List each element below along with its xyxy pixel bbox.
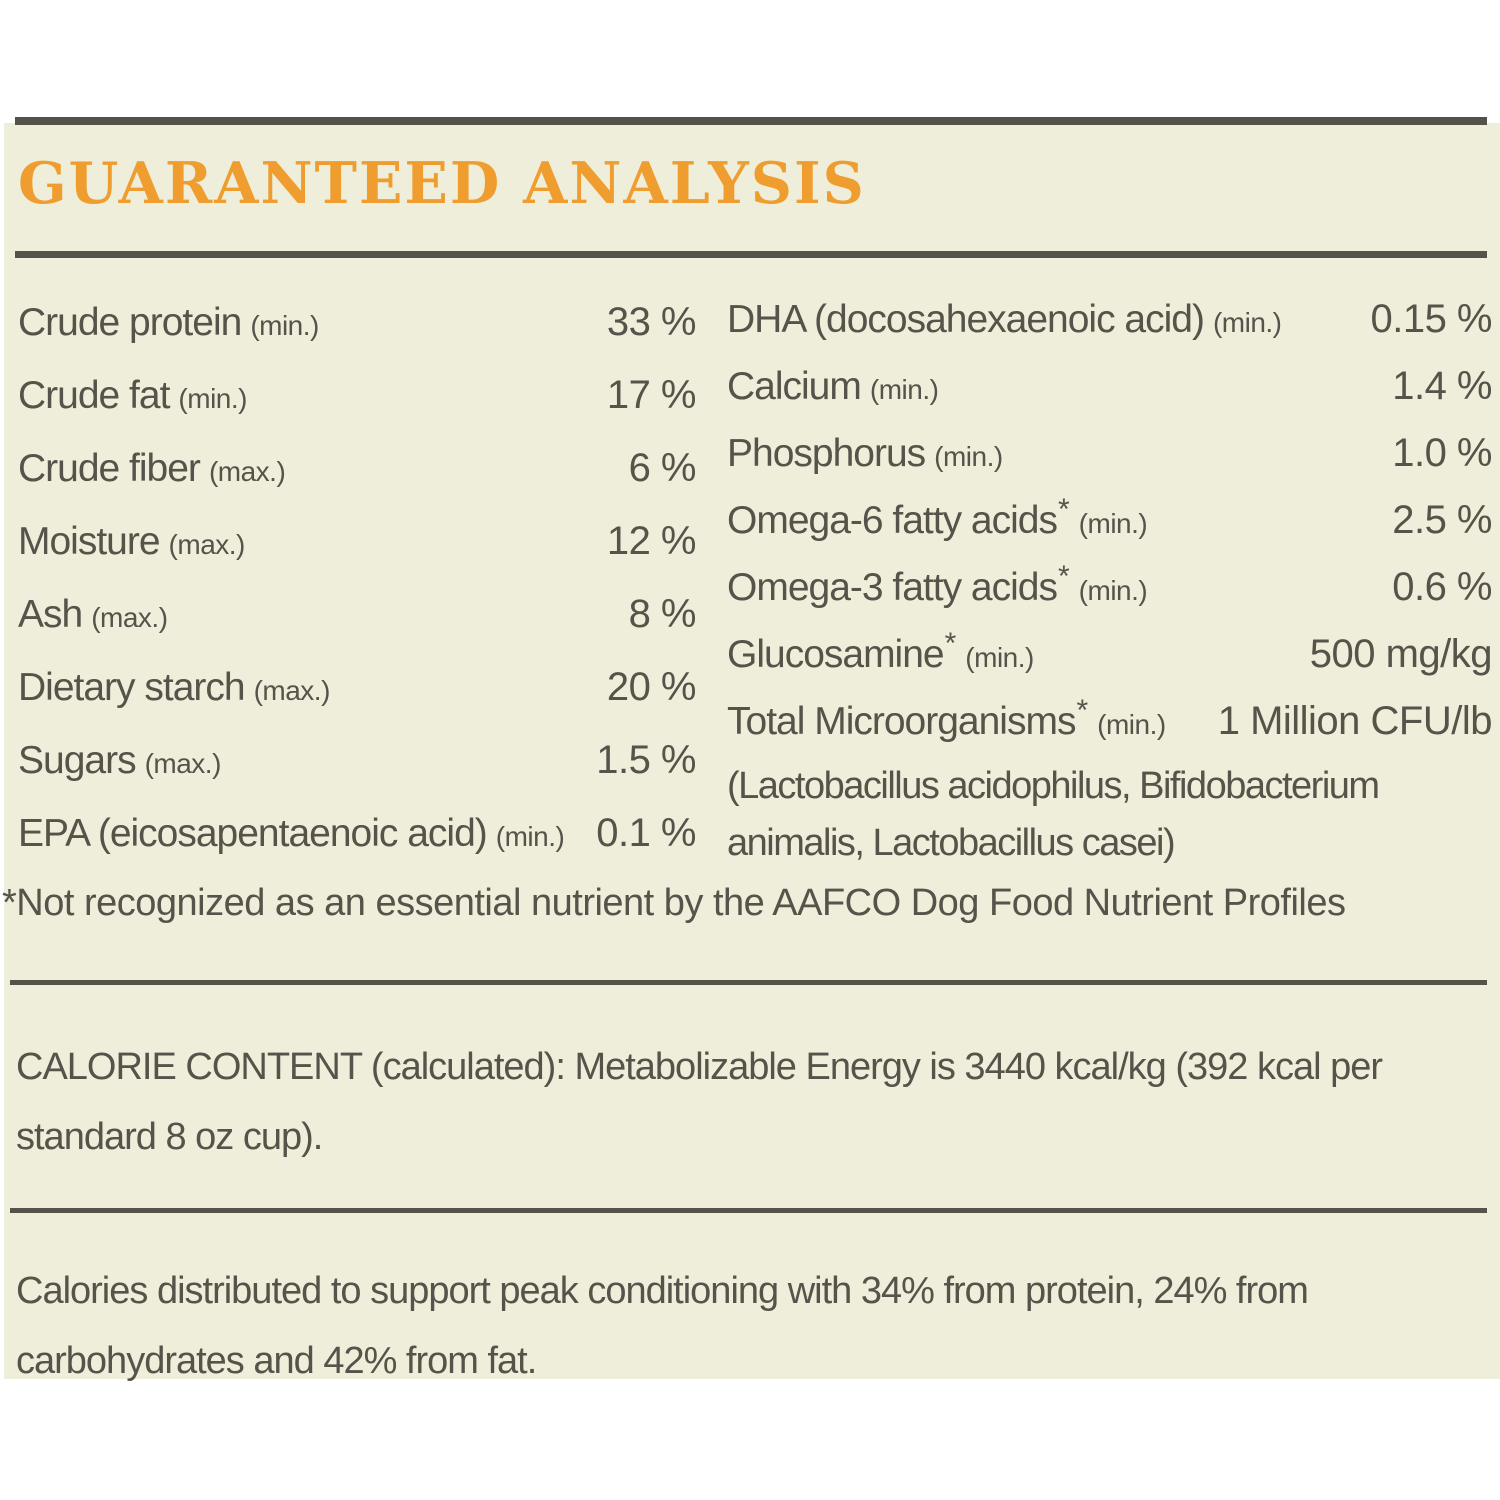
- nutrient-row: Crude fiber (max.) 6 %: [18, 432, 697, 505]
- nutrient-qualifier: (min.): [965, 642, 1034, 673]
- nutrient-label: Moisture (max.): [18, 505, 245, 578]
- nutrient-value: 1 Million CFU/lb: [1217, 699, 1493, 743]
- nutrient-name: Moisture: [18, 520, 161, 563]
- nutrient-label: Crude protein (min.): [18, 286, 319, 359]
- nutrient-value: 1.5 %: [596, 738, 696, 782]
- nutrient-value: 6 %: [628, 446, 697, 490]
- nutrient-label: Crude fat (min.): [18, 359, 247, 432]
- nutrient-label: DHA (docosahexaenoic acid) (min.): [727, 286, 1282, 353]
- footnote-asterisk: *: [1057, 560, 1070, 593]
- footnote-asterisk: *: [1076, 694, 1089, 727]
- nutrient-row: Omega-6 fatty acids* (min.) 2.5 %: [727, 487, 1492, 554]
- nutrient-value: 8 %: [628, 592, 697, 636]
- nutrient-label: Dietary starch (max.): [18, 651, 330, 724]
- nutrient-value: 0.6 %: [1392, 565, 1492, 609]
- nutrient-qualifier: (max.): [91, 602, 168, 633]
- nutrient-name: Omega-6 fatty acids: [727, 499, 1058, 542]
- nutrient-qualifier: (max.): [253, 675, 331, 706]
- nutrient-row: Crude fat (min.) 17 %: [18, 359, 697, 432]
- nutrient-row: Glucosamine* (min.) 500 mg/kg: [727, 621, 1493, 688]
- nutrient-value: 20 %: [606, 665, 697, 709]
- nutrient-row: Sugars (max.) 1.5 %: [18, 724, 696, 797]
- nutrient-name: Total Microorganisms: [727, 700, 1076, 743]
- nutrient-qualifier: (min.): [250, 310, 319, 341]
- nutrient-column-left: Crude protein (min.) 33 % Crude fat (min.) 17…: [18, 286, 697, 870]
- footnote-asterisk: *: [1057, 493, 1070, 526]
- nutrient-label: EPA (eicosapentaenoic acid) (min.): [18, 797, 565, 870]
- nutrient-qualifier: (max.): [208, 456, 286, 487]
- nutrient-name: Phosphorus: [727, 432, 926, 475]
- nutrient-value: 0.15 %: [1370, 297, 1492, 341]
- nutrient-label: Phosphorus (min.): [727, 420, 1003, 487]
- nutrient-qualifier: (min.): [934, 441, 1003, 472]
- nutrient-value: 12 %: [606, 519, 697, 563]
- nutrient-row: Crude protein (min.) 33 %: [18, 286, 697, 359]
- nutrient-note: (Lactobacillus acidophilus, Bifidobacter…: [727, 765, 1380, 864]
- nutrient-qualifier: (max.): [144, 748, 222, 779]
- nutrient-name: Omega-3 fatty acids: [727, 566, 1058, 609]
- calorie-content-statement: CALORIE CONTENT (calculated): Metaboliza…: [16, 1046, 1383, 1158]
- nutrient-name: Ash: [18, 593, 83, 636]
- nutrient-label: Glucosamine* (min.): [727, 621, 1034, 688]
- nutrient-name: Crude fat: [18, 374, 170, 417]
- top-rule: [15, 117, 1487, 125]
- nutrient-row: Phosphorus (min.) 1.0 %: [727, 420, 1492, 487]
- nutrient-name: EPA (eicosapentaenoic acid): [18, 812, 488, 855]
- nutrient-qualifier: (min.): [1097, 709, 1166, 740]
- nutrient-value: 1.4 %: [1392, 364, 1492, 408]
- nutrient-row: Moisture (max.) 12 %: [18, 505, 697, 578]
- nutrient-name: DHA (docosahexaenoic acid): [727, 298, 1205, 341]
- nutrient-qualifier: (min.): [495, 821, 565, 852]
- nutrient-row: EPA (eicosapentaenoic acid) (min.) 0.1 %: [18, 797, 696, 870]
- nutrient-label: Calcium (min.): [727, 353, 939, 420]
- nutrient-value: 500 mg/kg: [1309, 632, 1493, 676]
- nutrient-column-right: DHA (docosahexaenoic acid) (min.) 0.15 % Ca…: [727, 286, 1493, 872]
- guaranteed-analysis-panel: [4, 123, 1500, 1379]
- nutrient-name: Dietary starch: [18, 666, 246, 709]
- nutrient-qualifier: (min.): [178, 383, 247, 414]
- nutrient-row: Omega-3 fatty acids* (min.) 0.6 %: [727, 554, 1492, 621]
- nutrient-value: 1.0 %: [1392, 431, 1492, 475]
- footnote-asterisk: *: [944, 627, 957, 660]
- nutrient-label: Omega-6 fatty acids* (min.): [727, 487, 1148, 554]
- nutrient-value: 0.1 %: [596, 811, 696, 855]
- nutrient-label: Ash (max.): [18, 578, 168, 651]
- nutrient-row: Ash (max.) 8 %: [18, 578, 697, 651]
- nutrient-name: Glucosamine: [727, 633, 945, 676]
- nutrient-value: 33 %: [606, 300, 697, 344]
- nutrient-name: Crude fiber: [18, 447, 201, 490]
- nutrient-row: Dietary starch (max.) 20 %: [18, 651, 697, 724]
- nutrient-qualifier: (max.): [168, 529, 246, 560]
- nutrient-name: Sugars: [18, 739, 137, 782]
- nutrient-label: Crude fiber (max.): [18, 432, 286, 505]
- nutrient-label: Omega-3 fatty acids* (min.): [727, 554, 1148, 621]
- nutrient-qualifier: (min.): [1078, 575, 1148, 606]
- nutrient-name: Crude protein: [18, 301, 242, 344]
- nutrient-qualifier: (min.): [1212, 307, 1282, 338]
- nutrient-row: Calcium (min.) 1.4 %: [727, 353, 1492, 420]
- aafco-footnote: *Not recognized as an essential nutrient…: [2, 882, 1346, 924]
- nutrient-label: Total Microorganisms* (min.): [727, 688, 1166, 755]
- nutrient-qualifier: (min.): [1078, 508, 1148, 539]
- nutrient-qualifier: (min.): [869, 374, 939, 405]
- nutrient-value: 17 %: [606, 373, 697, 417]
- divider-rule-1: [10, 980, 1487, 985]
- title-underline-rule: [15, 251, 1487, 258]
- nutrient-name: Calcium: [727, 365, 862, 408]
- nutrient-row: Total Microorganisms* (min.) 1 Million CFU…: [727, 688, 1493, 755]
- nutrient-label: Sugars (max.): [18, 724, 221, 797]
- divider-rule-2: [10, 1208, 1487, 1213]
- calorie-distribution-statement: Calories distributed to support peak con…: [16, 1270, 1309, 1382]
- section-title: GUARANTEED ANALYSIS: [18, 150, 866, 217]
- nutrient-value: 2.5 %: [1392, 498, 1492, 542]
- nutrient-row: DHA (docosahexaenoic acid) (min.) 0.15 %: [727, 286, 1492, 353]
